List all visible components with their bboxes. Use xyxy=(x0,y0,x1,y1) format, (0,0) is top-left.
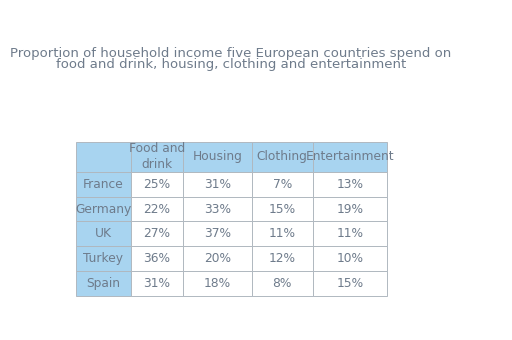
Bar xyxy=(76,141,131,172)
Text: 36%: 36% xyxy=(143,252,170,265)
Bar xyxy=(76,271,131,296)
Text: UK: UK xyxy=(95,227,112,240)
Bar xyxy=(252,172,312,197)
Text: Entertainment: Entertainment xyxy=(306,150,394,163)
Bar xyxy=(252,271,312,296)
Bar xyxy=(131,197,183,221)
Text: Housing: Housing xyxy=(193,150,242,163)
Bar xyxy=(312,141,388,172)
Text: 10%: 10% xyxy=(336,252,364,265)
Text: 7%: 7% xyxy=(272,177,292,191)
Text: 31%: 31% xyxy=(204,177,231,191)
Bar xyxy=(131,172,183,197)
Text: Germany: Germany xyxy=(75,203,132,216)
Bar xyxy=(312,172,388,197)
Text: 25%: 25% xyxy=(143,177,170,191)
Bar xyxy=(312,246,388,271)
Text: 22%: 22% xyxy=(143,203,170,216)
Bar xyxy=(76,197,131,221)
Bar xyxy=(131,271,183,296)
Bar xyxy=(183,246,252,271)
Bar xyxy=(183,197,252,221)
Bar xyxy=(252,141,312,172)
Bar xyxy=(252,221,312,246)
Text: food and drink, housing, clothing and entertainment: food and drink, housing, clothing and en… xyxy=(55,58,406,71)
Text: 8%: 8% xyxy=(272,277,292,290)
Text: 11%: 11% xyxy=(269,227,295,240)
Bar xyxy=(183,141,252,172)
Bar xyxy=(183,271,252,296)
Text: Food and
drink: Food and drink xyxy=(129,142,185,171)
Text: Proportion of household income five European countries spend on: Proportion of household income five Euro… xyxy=(10,47,451,60)
Text: 33%: 33% xyxy=(204,203,231,216)
Bar xyxy=(312,221,388,246)
Text: Clothing: Clothing xyxy=(257,150,308,163)
Bar xyxy=(312,271,388,296)
Text: 15%: 15% xyxy=(269,203,296,216)
Text: 19%: 19% xyxy=(336,203,364,216)
Text: France: France xyxy=(83,177,124,191)
Text: 27%: 27% xyxy=(143,227,170,240)
Bar xyxy=(76,221,131,246)
Text: 31%: 31% xyxy=(143,277,170,290)
Text: 11%: 11% xyxy=(336,227,364,240)
Bar xyxy=(183,221,252,246)
Bar xyxy=(312,197,388,221)
Bar xyxy=(131,246,183,271)
Bar xyxy=(252,246,312,271)
Text: 20%: 20% xyxy=(204,252,231,265)
Text: 37%: 37% xyxy=(204,227,231,240)
Bar xyxy=(183,172,252,197)
Bar xyxy=(76,246,131,271)
Text: 12%: 12% xyxy=(269,252,295,265)
Text: Turkey: Turkey xyxy=(83,252,123,265)
Bar xyxy=(131,221,183,246)
Text: Spain: Spain xyxy=(87,277,120,290)
Text: 13%: 13% xyxy=(336,177,364,191)
Text: 18%: 18% xyxy=(204,277,231,290)
Text: 15%: 15% xyxy=(336,277,364,290)
Bar xyxy=(252,197,312,221)
Bar xyxy=(131,141,183,172)
Bar xyxy=(76,172,131,197)
